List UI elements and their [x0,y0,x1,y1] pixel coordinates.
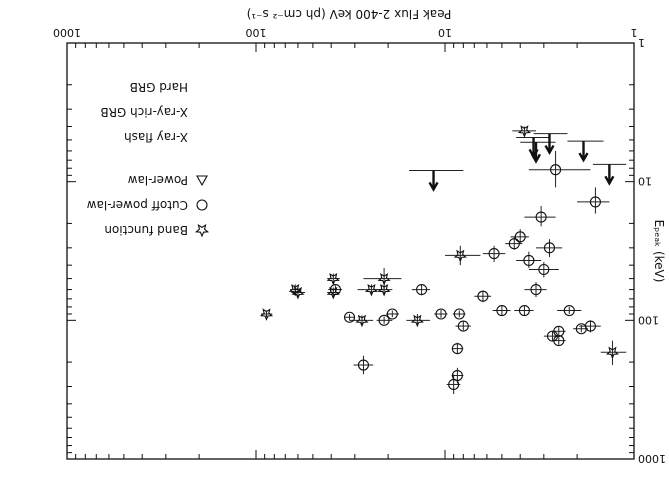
circle-point-marker [386,308,398,320]
legend-class-label: Hard GRB [130,80,188,94]
lower-limit-arrowhead [578,152,589,163]
circle-point-marker [329,284,341,296]
legend-class-label: X-ray flash [124,130,188,144]
y-tick-label: 1 [638,36,645,49]
star-point-marker [288,283,302,297]
axis-tick-labels: 1 10 100 1000 1 10 100 1000 [53,26,666,465]
legend-label: Power-law [127,173,188,187]
x-tick-label: 1 [631,26,638,39]
circle-point-marker [448,378,460,391]
circle-point-marker [457,320,469,332]
lower-limit-arrowhead [528,148,539,159]
circle-point-marker [538,263,550,276]
circle-point-marker [488,248,500,260]
y-axis-label: Eₚₑₐₖ (keV) [652,220,666,283]
circle-point-marker [416,284,428,296]
star-point-marker [355,314,369,328]
x-tick-label: 1000 [53,26,81,39]
circle-point-marker [514,231,526,243]
legend-star-marker [194,223,210,238]
circle-point-marker [523,254,535,267]
star-point-marker [259,308,274,321]
legend-label: Cutoff power-law [87,198,188,212]
y-tick-label: 100 [638,313,659,326]
circle-point-marker [477,290,489,302]
circle-point-marker [535,211,547,223]
y-tick-label: 10 [638,175,652,188]
axis-ticks [67,42,635,459]
legend-circle-marker [196,199,208,211]
star-point-marker [291,286,305,300]
star-point-marker [377,283,391,297]
circle-point-marker [453,308,465,320]
circle-point-marker [550,164,562,176]
circle-point-marker [546,330,559,342]
star-point-marker [410,314,424,328]
circle-point-marker [575,323,587,335]
plot-frame [66,42,635,460]
circle-point-marker [530,284,542,296]
circle-point-marker [589,196,601,208]
x-tick-label: 100 [246,26,267,39]
star-point-marker [605,346,620,360]
error-bars [261,126,627,395]
circle-point-marker [496,304,508,317]
star-point-marker [377,272,391,286]
circle-point-marker [563,304,575,317]
chart-rotated-group: 1 10 100 1000 1 10 100 1000 Band function Cutoff… [53,7,666,465]
legend-class-label: X-ray-rich GRB [100,105,188,119]
y-tick-label: 1000 [638,452,666,465]
lower-limit-arrowhead [604,175,615,186]
xray-flash-point-marker [517,125,532,138]
circle-point-marker [343,311,356,323]
x-tick-label: 10 [438,26,452,39]
circle-point-marker [378,314,390,326]
star-point-marker [453,249,467,263]
legend-triangle-marker [196,175,208,187]
legend: Band function Cutoff power-law Power-law X-… [87,80,210,238]
circle-point-marker [451,343,463,355]
star-point-marker [364,283,379,297]
lower-limit-arrowhead [428,181,439,192]
circle-point-marker [508,238,520,250]
x-axis-label: Peak Flux 2-400 keV (ph cm⁻² s⁻¹) [247,7,452,21]
circle-point-marker [357,359,370,371]
circle-point-marker [543,242,556,254]
circle-point-marker [435,308,447,320]
lower-limit-arrowhead [544,144,555,155]
circle-point-marker [518,304,530,317]
data-markers [259,125,620,391]
star-point-marker [326,272,340,286]
legend-label: Band function [104,223,188,237]
